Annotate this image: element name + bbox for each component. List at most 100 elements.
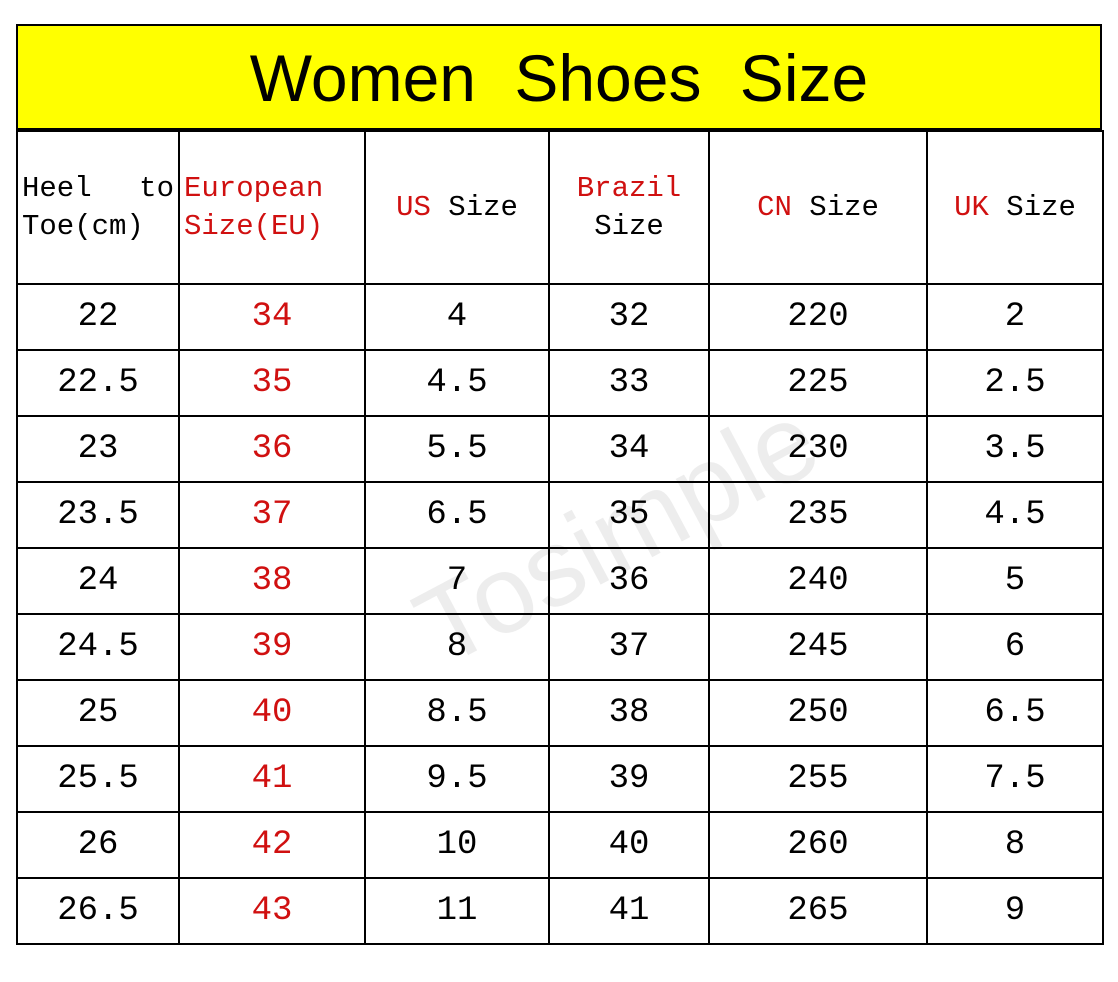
cell: 6.5 (364, 481, 550, 549)
data-row: 26 42 10 40 260 8 (16, 811, 1104, 879)
header-cell: European Size(EU) (178, 130, 366, 285)
header-cell: Brazil Size (548, 130, 710, 285)
header-text: CN (757, 190, 792, 224)
cell: 10 (364, 811, 550, 879)
cell: 260 (708, 811, 928, 879)
size-chart: Women Shoes Size Heel to Toe(cm) European S… (16, 24, 1104, 945)
header-line: Brazil (554, 170, 704, 208)
cell: 6 (926, 613, 1104, 681)
cell: 37 (548, 613, 710, 681)
cell: 22 (16, 283, 180, 351)
cell: 38 (178, 547, 366, 615)
cell: 8 (364, 613, 550, 681)
data-row: 24 38 7 36 240 5 (16, 547, 1104, 615)
cell: 6.5 (926, 679, 1104, 747)
title: Women Shoes Size (16, 24, 1102, 130)
header-text: US (396, 190, 431, 224)
cell: 34 (548, 415, 710, 483)
data-row: 25 40 8.5 38 250 6.5 (16, 679, 1104, 747)
cell: 22.5 (16, 349, 180, 417)
cell: 235 (708, 481, 928, 549)
cell: 8.5 (364, 679, 550, 747)
cell: 26.5 (16, 877, 180, 945)
cell: 4 (364, 283, 550, 351)
cell: 9.5 (364, 745, 550, 813)
header-line: UK Size (932, 189, 1098, 227)
header-text: Heel to (22, 171, 174, 205)
cell: 7 (364, 547, 550, 615)
cell: 25 (16, 679, 180, 747)
header-line: Heel to (22, 170, 174, 208)
cell: 40 (548, 811, 710, 879)
header-cell: UK Size (926, 130, 1104, 285)
header-line: European (184, 170, 360, 208)
cell: 245 (708, 613, 928, 681)
data-row: 25.5 41 9.5 39 255 7.5 (16, 745, 1104, 813)
cell: 42 (178, 811, 366, 879)
header-cell: US Size (364, 130, 550, 285)
cell: 37 (178, 481, 366, 549)
header-line: US Size (370, 189, 544, 227)
cell: 220 (708, 283, 928, 351)
cell: 4.5 (926, 481, 1104, 549)
header-text: Toe(cm) (22, 209, 144, 243)
cell: 250 (708, 679, 928, 747)
data-row: 23 36 5.5 34 230 3.5 (16, 415, 1104, 483)
cell: 5 (926, 547, 1104, 615)
cell: 23 (16, 415, 180, 483)
header-text: UK (954, 190, 989, 224)
cell: 25.5 (16, 745, 180, 813)
header-text: Size (1006, 190, 1076, 224)
cell: 43 (178, 877, 366, 945)
cell: 38 (548, 679, 710, 747)
cell: 33 (548, 349, 710, 417)
header-line: Size (554, 208, 704, 246)
header-text: Size (448, 190, 518, 224)
data-row: 22.5 35 4.5 33 225 2.5 (16, 349, 1104, 417)
cell: 3.5 (926, 415, 1104, 483)
header-row: Heel to Toe(cm) European Size(EU) US Size Bra… (16, 130, 1104, 285)
cell: 41 (548, 877, 710, 945)
cell: 40 (178, 679, 366, 747)
data-row: 22 34 4 32 220 2 (16, 283, 1104, 351)
cell: 7.5 (926, 745, 1104, 813)
cell: 26 (16, 811, 180, 879)
cell: 4.5 (364, 349, 550, 417)
cell: 255 (708, 745, 928, 813)
header-text: European (184, 171, 324, 205)
cell: 34 (178, 283, 366, 351)
header-text: Size (809, 190, 879, 224)
data-row: 26.5 43 11 41 265 9 (16, 877, 1104, 945)
cell: 265 (708, 877, 928, 945)
header-text: Size (594, 209, 664, 243)
cell: 24 (16, 547, 180, 615)
cell: 24.5 (16, 613, 180, 681)
cell: 39 (178, 613, 366, 681)
cell: 39 (548, 745, 710, 813)
cell: 41 (178, 745, 366, 813)
table-body: Heel to Toe(cm) European Size(EU) US Size Bra… (16, 130, 1104, 945)
cell: 8 (926, 811, 1104, 879)
cell: 35 (548, 481, 710, 549)
data-row: 24.5 39 8 37 245 6 (16, 613, 1104, 681)
cell: 5.5 (364, 415, 550, 483)
cell: 11 (364, 877, 550, 945)
header-text: Brazil (576, 171, 682, 205)
cell: 225 (708, 349, 928, 417)
header-line: Size(EU) (184, 208, 360, 246)
cell: 2 (926, 283, 1104, 351)
cell: 32 (548, 283, 710, 351)
header-text: Size(EU) (184, 209, 324, 243)
header-line: CN Size (714, 189, 922, 227)
data-row: 23.5 37 6.5 35 235 4.5 (16, 481, 1104, 549)
cell: 240 (708, 547, 928, 615)
cell: 36 (548, 547, 710, 615)
header-cell: CN Size (708, 130, 928, 285)
cell: 35 (178, 349, 366, 417)
header-line: Toe(cm) (22, 208, 174, 246)
size-table: Heel to Toe(cm) European Size(EU) US Size Bra… (16, 130, 1104, 945)
cell: 23.5 (16, 481, 180, 549)
cell: 2.5 (926, 349, 1104, 417)
cell: 36 (178, 415, 366, 483)
